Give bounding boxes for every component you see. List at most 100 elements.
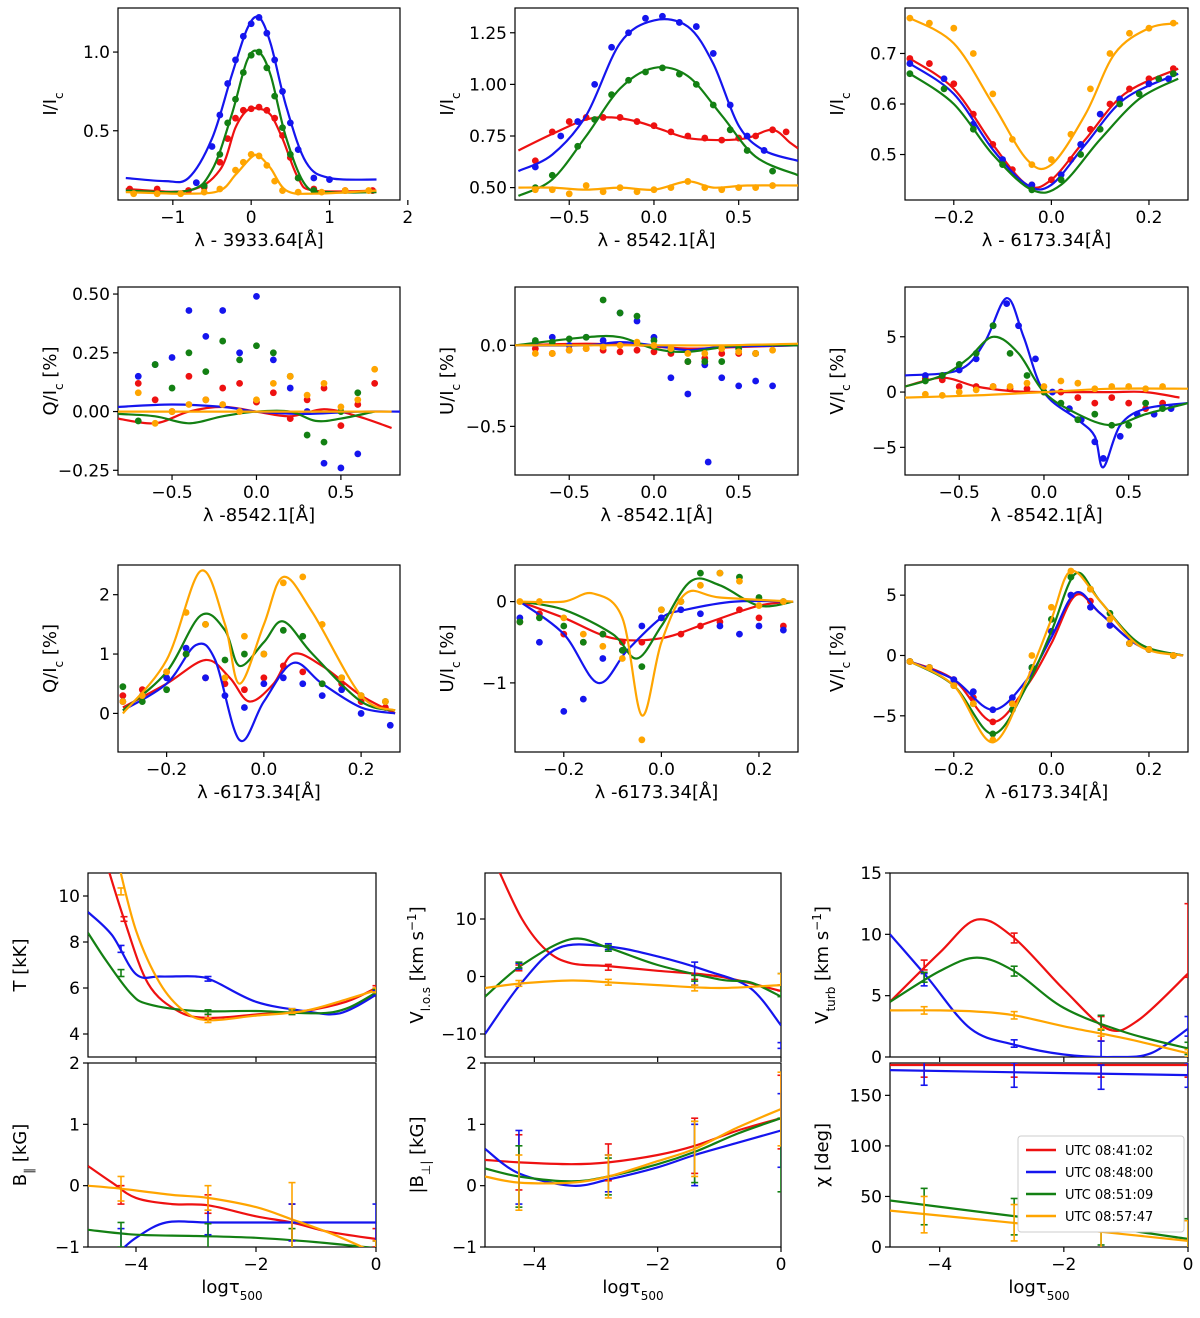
errorbar-green bbox=[604, 944, 612, 953]
obs-point-red bbox=[633, 346, 641, 354]
y-tick-label: 0.5 bbox=[83, 122, 110, 142]
plot-area bbox=[890, 1063, 1188, 1247]
fit-curve-red bbox=[485, 1117, 781, 1166]
errorbar-blue bbox=[1010, 1039, 1018, 1048]
fit-curve-green bbox=[519, 577, 794, 660]
x-tick-label: 0.2 bbox=[1135, 208, 1162, 228]
fit-curve-blue bbox=[909, 590, 1184, 711]
fit-curve-orange bbox=[905, 387, 1188, 399]
y-tick-label: 0 bbox=[69, 1177, 80, 1197]
obs-point-green bbox=[269, 349, 277, 357]
axes-frame bbox=[904, 564, 1189, 753]
y-tick-label: 2 bbox=[466, 1054, 477, 1074]
x-tick-label: −4 bbox=[123, 1255, 148, 1275]
plot-area bbox=[125, 14, 377, 198]
obs-point-green bbox=[1125, 421, 1133, 429]
y-tick-label: −0.5 bbox=[466, 417, 507, 437]
obs-point-green bbox=[253, 342, 260, 350]
obs-point-blue bbox=[1003, 300, 1011, 307]
obs-point-red bbox=[955, 383, 963, 390]
obs-point-green bbox=[241, 650, 248, 658]
obs-point-blue bbox=[769, 382, 776, 390]
x-tick-label: −0.5 bbox=[939, 483, 980, 503]
panel-ca8542-u: −0.5 0.0 0.5−0.50.0λ -8542.1[Å]U/Ic [%] bbox=[437, 286, 799, 526]
y-axis-label: Vturb [km s−1] bbox=[810, 906, 838, 1024]
obs-point-orange bbox=[286, 372, 294, 380]
panel-ca8542-v: −0.5 0.0 0.5 −5 0 5 λ -8542.1[Å] V/Ic [%] bbox=[827, 286, 1189, 526]
axes-frame bbox=[117, 286, 401, 476]
obs-point-orange bbox=[337, 403, 345, 411]
obs-point-orange bbox=[241, 632, 248, 640]
obs-point-orange bbox=[565, 190, 573, 198]
x-tick-label: −0.2 bbox=[933, 208, 974, 228]
obs-point-orange bbox=[1040, 383, 1048, 390]
obs-point-orange bbox=[1106, 50, 1114, 57]
obs-point-orange bbox=[752, 350, 760, 357]
x-tick-label: 0.5 bbox=[1115, 483, 1142, 503]
obs-point-blue bbox=[357, 710, 365, 717]
obs-point-green bbox=[168, 384, 176, 392]
obs-point-green bbox=[1074, 416, 1082, 424]
obs-point-orange bbox=[950, 24, 958, 32]
obs-point-red bbox=[241, 686, 248, 694]
x-tick-label: −0.5 bbox=[549, 208, 590, 228]
x-tick-label: 0.0 bbox=[1030, 483, 1057, 503]
obs-point-green bbox=[320, 438, 328, 446]
obs-point-green bbox=[1006, 349, 1014, 357]
fit-curve-orange bbox=[519, 589, 794, 717]
y-tick-label: 2 bbox=[69, 1054, 80, 1074]
errorbar-blue bbox=[1010, 1063, 1018, 1089]
obs-point-orange bbox=[1006, 383, 1014, 390]
y-axis-label: V/Ic [%] bbox=[827, 347, 853, 414]
obs-point-orange bbox=[969, 50, 977, 57]
fit-curve-blue bbox=[88, 911, 376, 1016]
x-tick-label: −1 bbox=[160, 208, 185, 228]
y-tick-label: 0 bbox=[886, 383, 897, 403]
x-axis-label: λ - 6173.34[Å] bbox=[982, 229, 1111, 251]
obs-point-green bbox=[185, 349, 193, 357]
y-axis-label: Vl.o.s [km s−1] bbox=[405, 906, 433, 1023]
errorbar-orange bbox=[604, 1154, 612, 1199]
panel-chi: −4 −2 0 0 50 100 150 logτ500 χ [deg] bbox=[812, 1062, 1193, 1303]
obs-point-red bbox=[1091, 399, 1099, 407]
obs-point-orange bbox=[279, 579, 287, 587]
axes-frame bbox=[87, 1062, 377, 1248]
obs-point-green bbox=[134, 417, 142, 425]
x-tick-label: 0.0 bbox=[1038, 760, 1065, 780]
obs-point-green bbox=[618, 646, 626, 654]
x-tick-label: 1 bbox=[324, 208, 335, 228]
axes-frame bbox=[889, 1062, 1189, 1248]
x-tick-label: 0.0 bbox=[648, 760, 675, 780]
panels-layer: −1 0 1 20.51.0λ - 3933.64[Å]I/Ic−0.5 0.0 0.50… bbox=[10, 7, 1193, 1303]
obs-point-blue bbox=[697, 610, 704, 618]
legend-label-red: UTC 08:41:02 bbox=[1065, 1144, 1153, 1159]
y-tick-label: 5 bbox=[886, 586, 897, 606]
obs-point-orange bbox=[755, 602, 763, 610]
obs-point-orange bbox=[1106, 615, 1114, 623]
obs-point-blue bbox=[560, 707, 568, 715]
obs-point-orange bbox=[320, 379, 328, 387]
obs-point-blue bbox=[692, 23, 700, 30]
y-tick-label: 0 bbox=[466, 968, 477, 988]
obs-point-red bbox=[119, 692, 127, 700]
y-tick-label: 0.50 bbox=[469, 179, 507, 199]
errorbar-green bbox=[691, 974, 699, 982]
obs-point-red bbox=[236, 379, 243, 387]
obs-point-orange bbox=[579, 630, 587, 638]
obs-point-red bbox=[1074, 394, 1082, 401]
panel-fe6173-i: −0.2 0.0 0.2 0.5 0.6 0.7 λ - 6173.34[Å] I/Ic bbox=[827, 7, 1189, 251]
x-tick-label: 0.0 bbox=[640, 483, 667, 503]
axes-frame bbox=[87, 872, 377, 1058]
obs-point-orange bbox=[716, 569, 724, 577]
obs-point-blue bbox=[163, 674, 171, 682]
obs-point-green bbox=[989, 322, 997, 330]
y-tick-label: 0 bbox=[886, 646, 897, 666]
obs-point-blue bbox=[716, 622, 724, 630]
plot-area bbox=[906, 567, 1184, 744]
obs-point-blue bbox=[969, 688, 977, 696]
obs-point-orange bbox=[134, 389, 142, 397]
x-tick-label: −2 bbox=[1051, 1255, 1076, 1275]
y-tick-label: −1 bbox=[482, 674, 507, 694]
errorbar-orange bbox=[777, 972, 781, 986]
y-tick-label: 0.7 bbox=[870, 44, 897, 64]
